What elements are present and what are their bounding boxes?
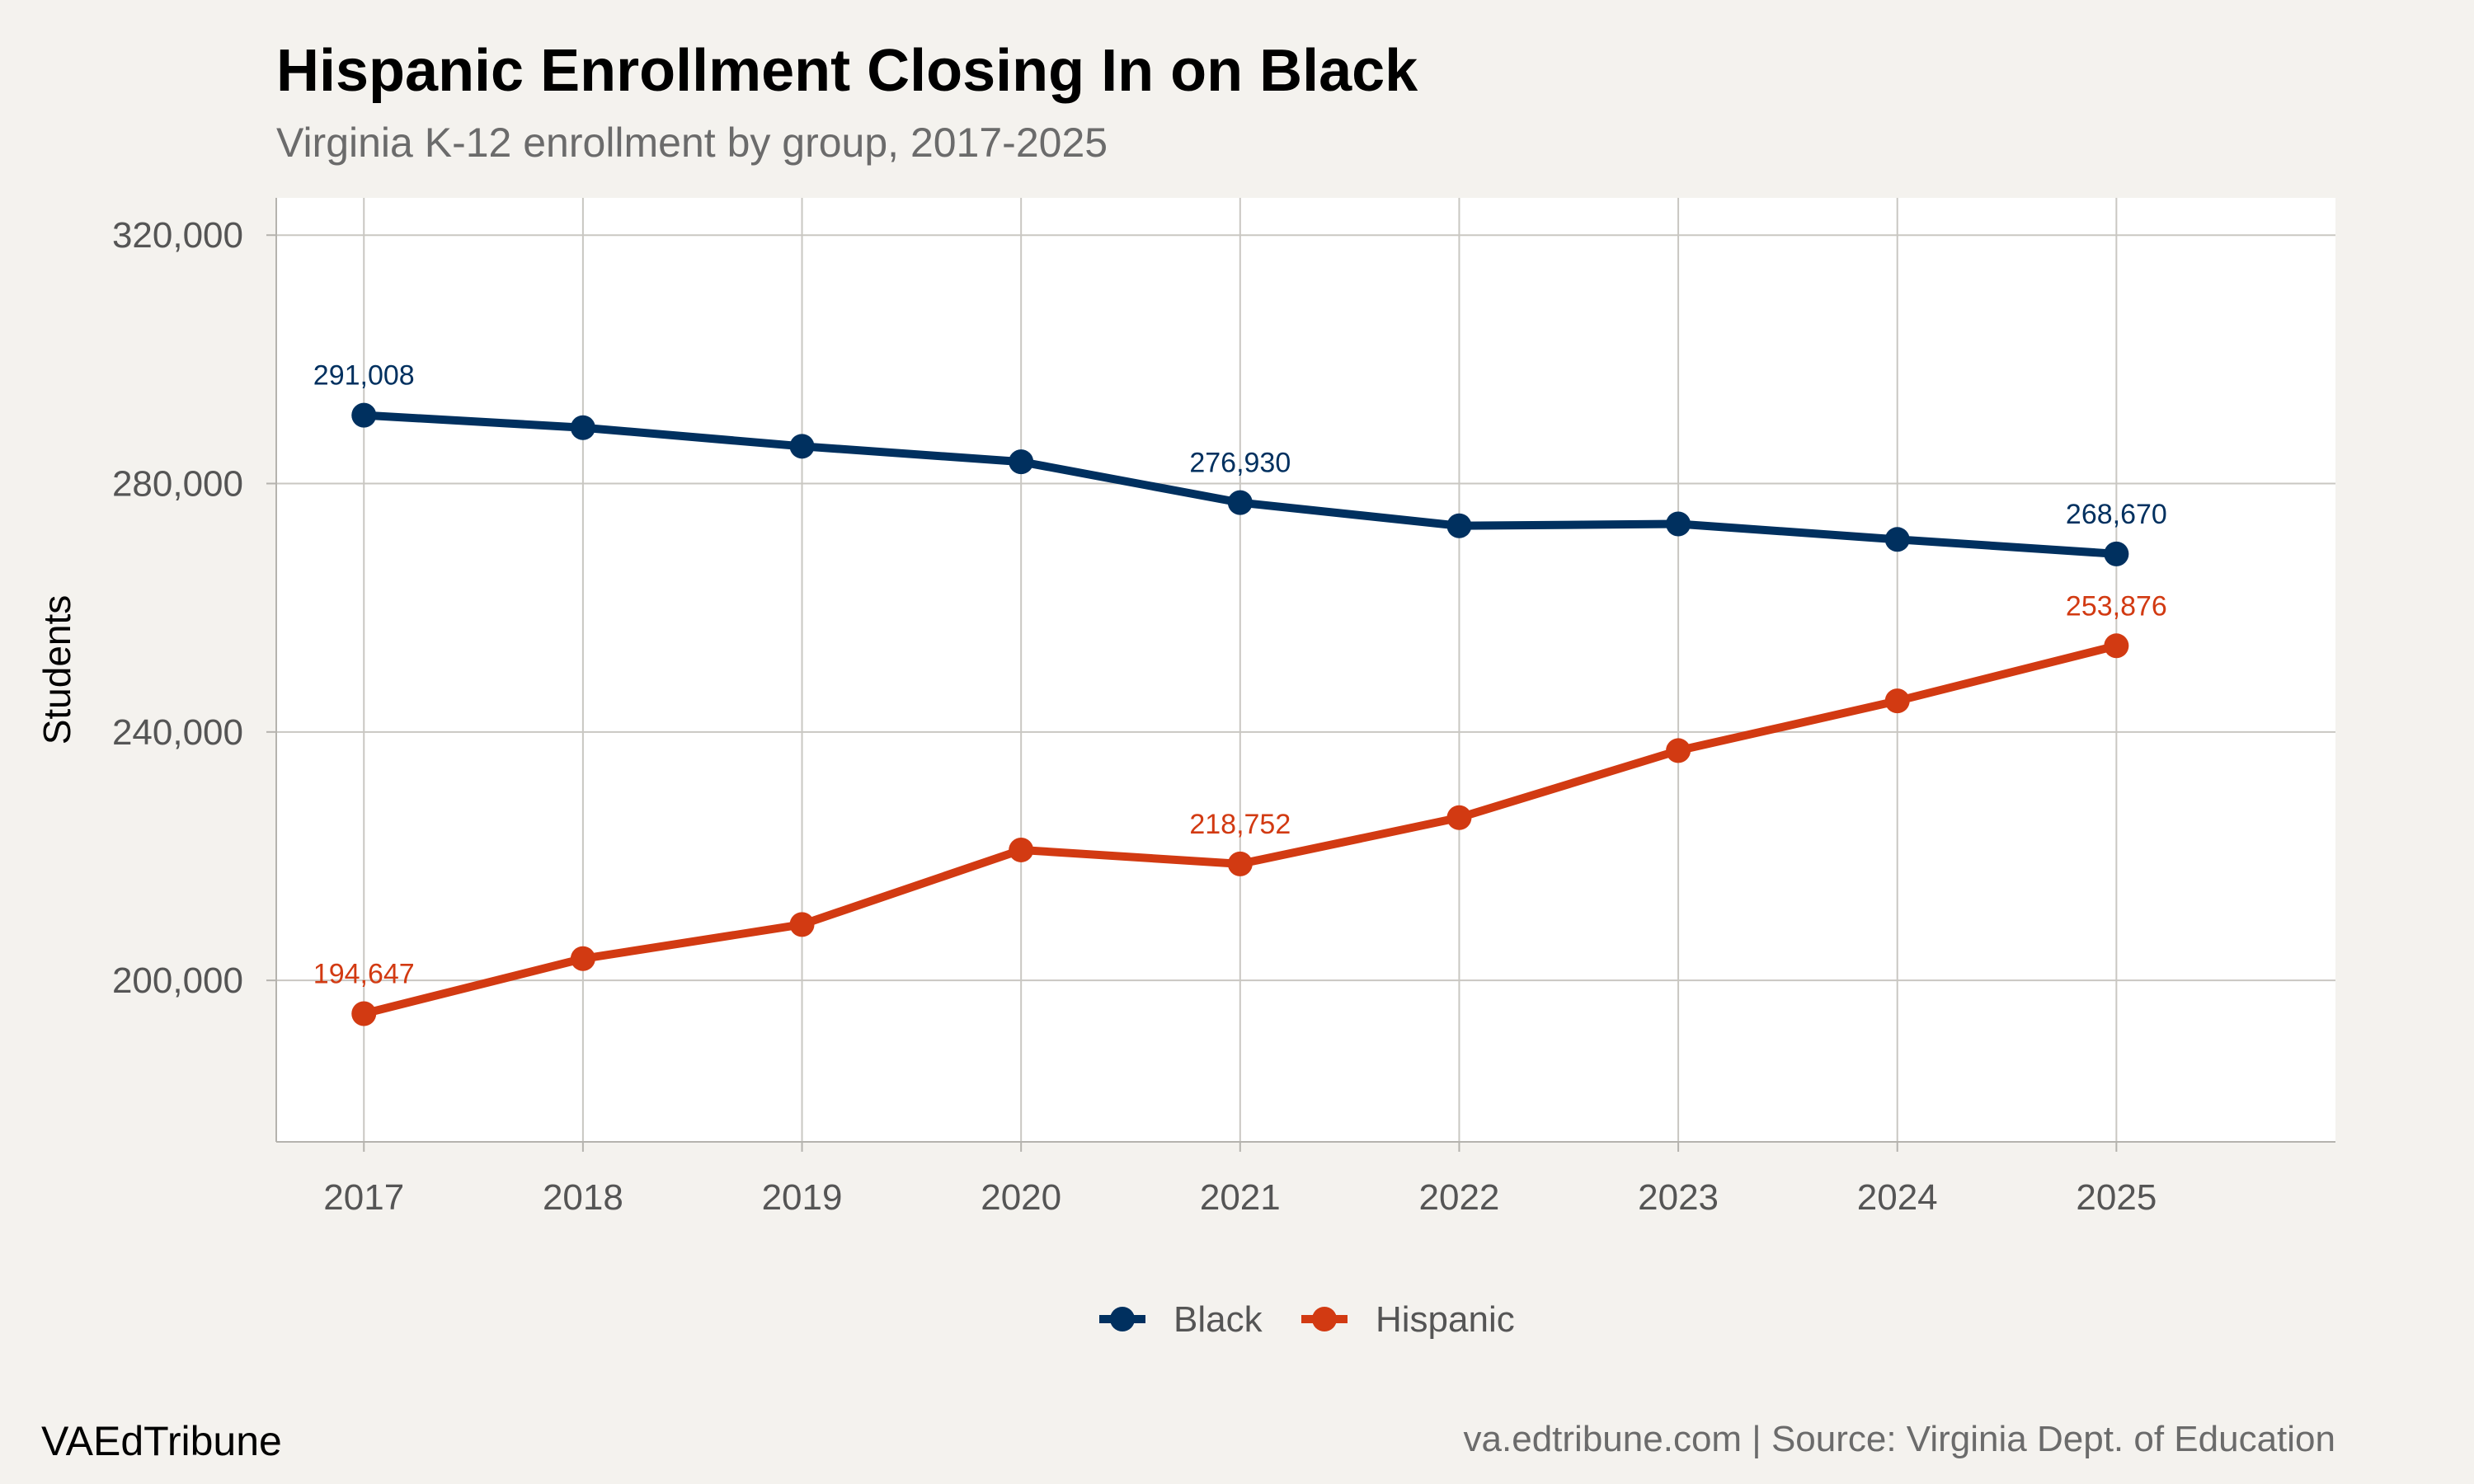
data-label: 291,008	[313, 360, 415, 392]
y-axis-label: Students	[35, 595, 78, 745]
data-label: 268,670	[2066, 499, 2167, 530]
legend-label: Hispanic	[1376, 1299, 1515, 1340]
x-axis-ticks: 2017 2018 2019 2020 2021 2022 2023 2024 2025	[323, 1142, 2157, 1218]
plot-area	[276, 198, 2335, 1142]
data-point	[1227, 490, 1253, 515]
data-point	[789, 434, 815, 459]
x-tick-label: 2023	[1638, 1177, 1719, 1218]
legend-marker	[1110, 1307, 1135, 1331]
data-point	[1666, 511, 1691, 537]
data-label: 253,876	[2066, 590, 2167, 622]
data-point	[1227, 851, 1253, 876]
x-tick-label: 2022	[1419, 1177, 1500, 1218]
chart-subtitle: Virginia K-12 enrollment by group, 2017-…	[276, 120, 1108, 166]
data-point	[351, 402, 377, 428]
data-label: 194,647	[313, 958, 415, 989]
grid-lines	[276, 198, 2335, 1142]
data-point	[1009, 837, 1034, 862]
data-point	[1446, 513, 1472, 538]
data-point	[570, 946, 595, 971]
data-point	[570, 415, 595, 440]
brand-name: VAEdTribune	[41, 1418, 282, 1464]
y-tick-label: 320,000	[112, 215, 243, 256]
data-label: 218,752	[1189, 809, 1291, 840]
y-tick-label: 280,000	[112, 464, 243, 505]
legend-label: Black	[1174, 1299, 1263, 1340]
series-black: 291,008 276,930 268,670	[313, 360, 2167, 566]
x-tick-label: 2025	[2076, 1177, 2157, 1218]
x-tick-label: 2024	[1857, 1177, 1938, 1218]
x-tick-label: 2017	[323, 1177, 404, 1218]
data-point	[1884, 688, 1910, 714]
legend-marker	[1312, 1307, 1337, 1331]
data-point	[1009, 449, 1034, 475]
data-label: 276,930	[1189, 448, 1291, 479]
data-point	[789, 912, 815, 937]
y-tick-label: 240,000	[112, 712, 243, 753]
data-point	[1446, 805, 1472, 830]
legend: Black Hispanic	[1099, 1299, 1515, 1340]
data-point	[1884, 527, 1910, 552]
series-hispanic: 194,647 218,752 253,876	[313, 590, 2167, 1026]
source-note: va.edtribune.com | Source: Virginia Dept…	[1464, 1419, 2335, 1459]
x-tick-label: 2020	[981, 1177, 1061, 1218]
y-tick-label: 200,000	[112, 960, 243, 1001]
legend-item-hispanic: Hispanic	[1301, 1299, 1515, 1340]
axes	[275, 198, 2335, 1143]
chart-title: Hispanic Enrollment Closing In on Black	[276, 38, 1418, 104]
data-point	[1666, 738, 1691, 763]
x-tick-label: 2019	[762, 1177, 843, 1218]
series-group: 291,008 276,930 268,670 194,647 218,752 253,8…	[313, 360, 2167, 1026]
data-point	[2104, 541, 2129, 566]
x-tick-label: 2021	[1200, 1177, 1281, 1218]
legend-item-black: Black	[1099, 1299, 1263, 1340]
x-tick-label: 2018	[543, 1177, 623, 1218]
data-point	[351, 1001, 377, 1026]
data-point	[2104, 633, 2129, 659]
y-axis-ticks: 200,000 240,000 280,000 320,000	[112, 215, 276, 1001]
